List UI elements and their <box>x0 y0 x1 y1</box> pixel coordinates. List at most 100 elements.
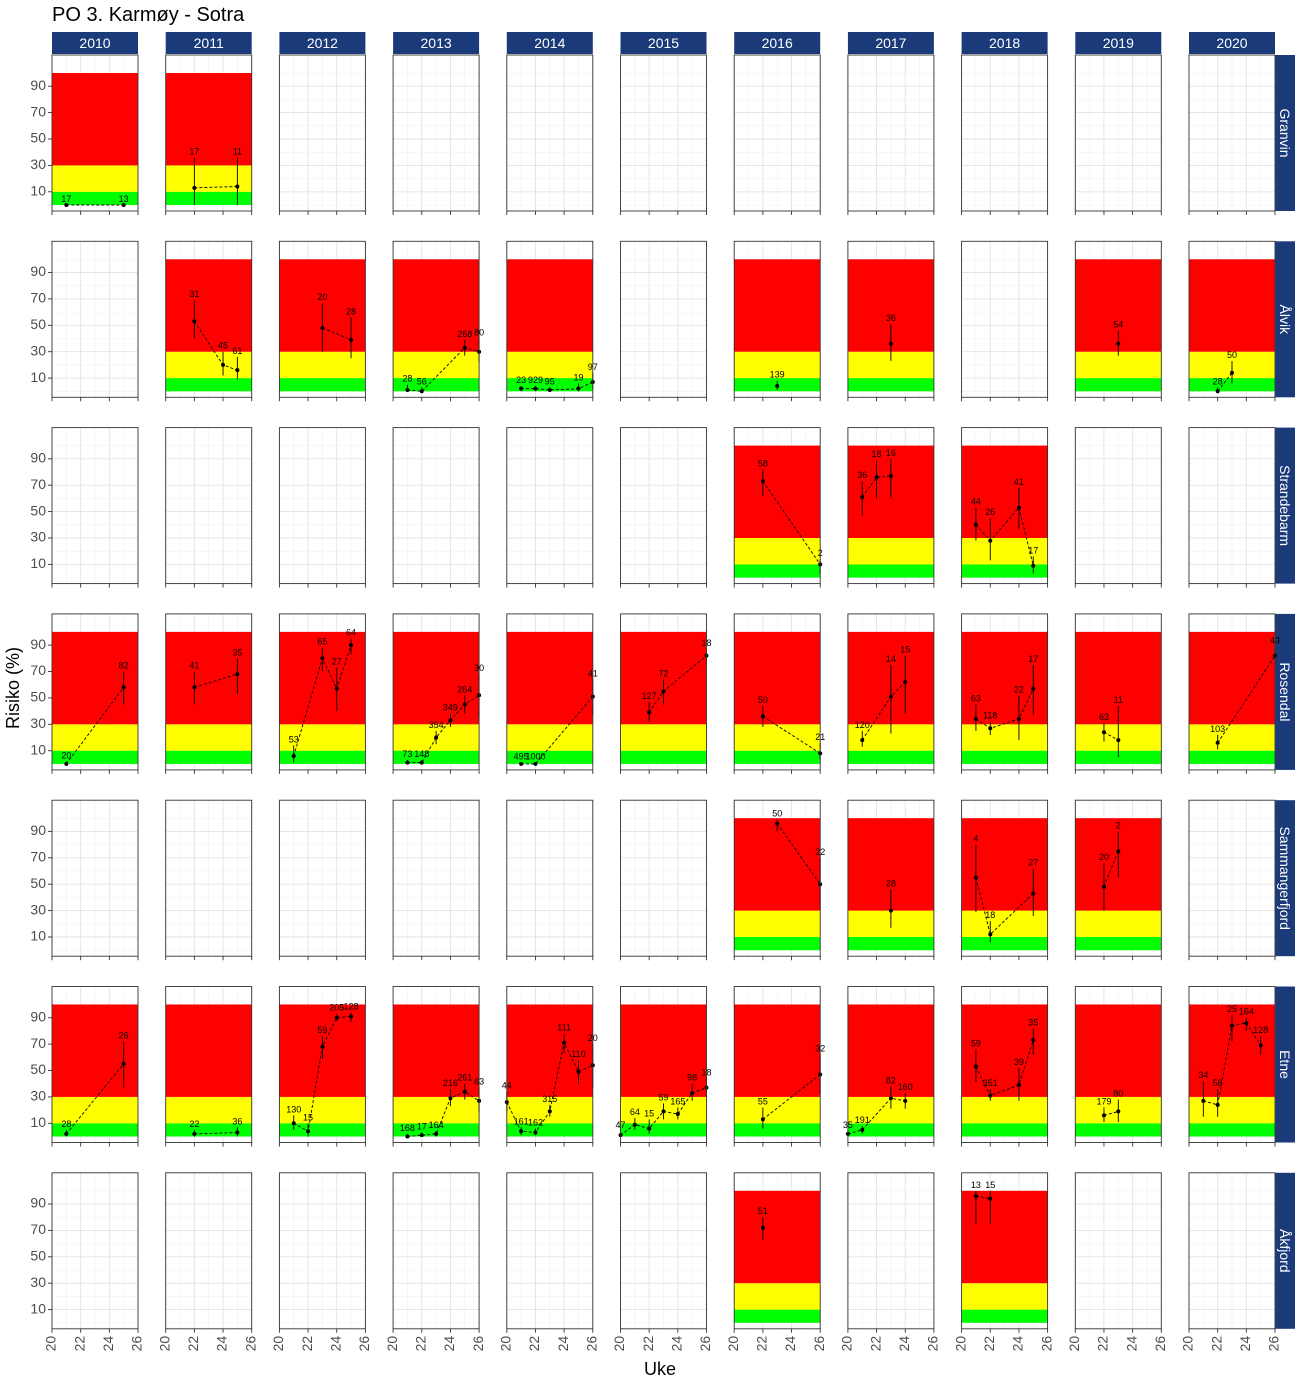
zone-yellow <box>961 910 1048 937</box>
data-label: 354 <box>429 720 444 730</box>
data-point <box>1016 717 1021 722</box>
panel-Ålvik-2015 <box>620 240 707 402</box>
panel-border <box>847 613 935 771</box>
panel-border <box>733 54 821 212</box>
series-line <box>521 381 593 391</box>
y-tick-label: 30 <box>30 715 46 731</box>
panel-Ålvik-2019: 54 <box>1074 240 1162 402</box>
data-label: 53 <box>289 734 299 744</box>
data-point <box>519 1129 524 1134</box>
panel-border <box>1188 799 1276 957</box>
zone-green <box>961 1309 1048 1323</box>
data-point <box>988 1196 993 1201</box>
zone-green <box>847 1123 934 1137</box>
panel-Åkfjord-2012: 20 22 24 26 <box>270 1172 372 1352</box>
data-point <box>1258 1043 1263 1048</box>
strip-2011 <box>165 32 252 54</box>
panel-border <box>392 240 480 398</box>
data-point <box>349 1014 354 1019</box>
data-label: 103 <box>1210 724 1225 734</box>
row-label-4: Sammangerfjord <box>1277 826 1293 930</box>
x-tick-label: 22 <box>299 1336 315 1352</box>
data-point <box>462 345 467 350</box>
panel-Strandebarm-2016: 582 <box>733 427 823 588</box>
panel-border <box>620 799 707 957</box>
data-label: 1000 <box>525 752 545 762</box>
zone-green <box>1189 750 1275 764</box>
data-point <box>291 753 296 758</box>
data-point <box>647 1126 652 1131</box>
panel-border <box>165 613 253 771</box>
data-point <box>888 694 893 699</box>
data-label: 35 <box>1028 1017 1038 1027</box>
data-label: 20 <box>317 292 327 302</box>
x-tick-label: 22 <box>867 1336 883 1352</box>
data-label: 61 <box>232 346 242 356</box>
x-tick-label: 20 <box>384 1336 400 1352</box>
zone-yellow <box>847 538 934 565</box>
panel-border <box>278 986 366 1143</box>
y-tick-label: 10 <box>30 741 46 757</box>
y-tick-label: 90 <box>30 77 46 93</box>
zone-yellow <box>165 1096 252 1124</box>
data-label: 13 <box>971 1180 981 1190</box>
data-label: 35 <box>232 647 242 657</box>
x-tick-label: 26 <box>697 1336 713 1352</box>
data-label: 59 <box>317 1025 327 1035</box>
panel-border <box>506 799 594 957</box>
data-point <box>320 325 325 330</box>
zone-yellow <box>734 1096 821 1124</box>
data-point <box>434 735 439 740</box>
data-point <box>235 368 240 373</box>
panel-border <box>1188 240 1276 398</box>
zone-red <box>52 1004 138 1097</box>
panel-border <box>961 427 1049 585</box>
series-line <box>194 1132 238 1135</box>
data-point <box>121 203 126 207</box>
panel-border <box>620 240 707 398</box>
data-label: 20 <box>1099 852 1109 862</box>
data-point <box>888 473 893 478</box>
data-point <box>306 1129 311 1134</box>
zone-red <box>165 259 252 352</box>
data-point <box>775 384 780 389</box>
x-tick-label: 20 <box>839 1336 855 1352</box>
data-label: 15 <box>644 1108 654 1118</box>
zone-red <box>393 259 480 352</box>
data-label: 18 <box>985 910 995 920</box>
data-label: 41 <box>189 661 199 671</box>
zone-green <box>165 191 252 205</box>
data-label: 28 <box>1213 376 1223 386</box>
zone-yellow <box>961 1283 1048 1310</box>
data-label: 261 <box>457 1073 472 1083</box>
panel-Strandebarm-2011 <box>165 427 253 588</box>
data-point <box>64 1131 69 1136</box>
zone-green <box>734 564 821 578</box>
series-line <box>762 1074 821 1120</box>
panel-border <box>1188 613 1276 771</box>
data-point <box>519 761 524 766</box>
panel-Ålvik-2018 <box>961 240 1049 402</box>
zone-green <box>165 750 252 764</box>
data-label: 26 <box>119 1030 129 1040</box>
y-tick-label: 50 <box>30 316 46 332</box>
row-strip-6 <box>1272 1172 1295 1329</box>
x-axis-title: Uke <box>644 1359 676 1379</box>
data-label: 168 <box>400 1123 415 1133</box>
data-point <box>121 685 126 690</box>
panel-border <box>1188 427 1276 585</box>
data-label: 351 <box>983 1078 998 1088</box>
data-point <box>64 761 69 766</box>
panel-Åkfjord-2020: 20 22 24 26 <box>1180 1172 1282 1351</box>
panel-border <box>392 613 480 771</box>
y-tick-label: 50 <box>30 1248 46 1264</box>
zone-green <box>52 191 138 205</box>
panel-Sammangerfjord-2019: 20 2 <box>1074 799 1162 961</box>
panel-border <box>961 54 1049 212</box>
x-tick-label: 20 <box>1066 1336 1082 1352</box>
panel-border <box>620 986 707 1143</box>
